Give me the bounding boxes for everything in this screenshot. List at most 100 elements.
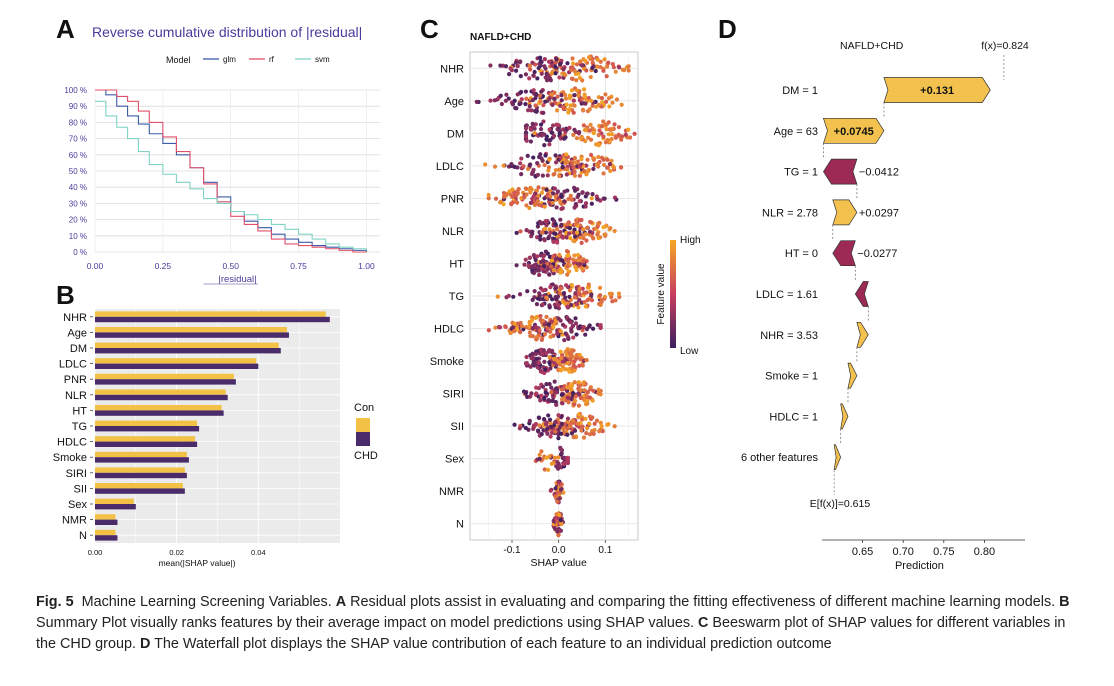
panel-c-dot bbox=[540, 457, 545, 462]
panel-c-dot bbox=[530, 354, 535, 359]
panel-c-dot bbox=[573, 434, 579, 439]
panel-c-dot bbox=[522, 391, 528, 397]
panel-c-dot bbox=[538, 317, 543, 322]
panel-c-dot bbox=[506, 96, 511, 101]
panel-c-dot bbox=[509, 202, 514, 207]
panel-c-dot bbox=[541, 416, 547, 422]
panel-c-dot bbox=[558, 512, 564, 518]
panel-c-dot bbox=[571, 102, 576, 108]
panel-c-dot bbox=[588, 289, 593, 294]
panel-c-dot bbox=[541, 364, 546, 370]
panel-c-dot bbox=[588, 56, 593, 61]
panel-c-dot bbox=[592, 128, 597, 133]
panel-c-dot bbox=[572, 380, 577, 385]
panel-c-dot bbox=[590, 326, 596, 331]
panel-c-dot bbox=[618, 165, 624, 170]
panel-c-dot bbox=[558, 482, 563, 487]
panel-c-dot bbox=[552, 253, 558, 258]
panel-b-bar-con bbox=[95, 327, 287, 333]
panel-c-dot bbox=[562, 166, 567, 171]
panel-c-dot bbox=[537, 219, 542, 225]
panel-c-dot bbox=[551, 333, 556, 338]
panel-c-dot bbox=[559, 397, 565, 402]
panel-c-dot bbox=[528, 185, 533, 190]
panel-c-dot bbox=[556, 420, 561, 425]
panel-c-dot bbox=[556, 496, 561, 501]
panel-c-dot bbox=[538, 286, 543, 291]
panel-c-dot bbox=[555, 267, 560, 272]
panel-c-dot bbox=[562, 393, 567, 398]
panel-c-dot bbox=[565, 61, 570, 66]
panel-c-dot bbox=[562, 199, 567, 204]
panel-c-dot bbox=[563, 298, 569, 304]
panel-c-dot bbox=[539, 266, 545, 271]
panel-c-dot bbox=[567, 319, 572, 324]
panel-c-dot bbox=[541, 422, 547, 427]
panel-c-dot bbox=[556, 303, 561, 308]
panel-c-dot bbox=[554, 390, 560, 395]
panel-c-dot bbox=[574, 422, 579, 427]
panel-c-dot bbox=[557, 58, 562, 63]
panel-c-dot bbox=[593, 389, 598, 395]
panel-c-dot bbox=[538, 368, 543, 373]
panel-c-dot bbox=[585, 98, 590, 103]
panel-c-dot bbox=[557, 266, 562, 271]
panel-c-dot bbox=[617, 134, 623, 140]
panel-c-dot bbox=[501, 194, 507, 199]
panel-c-dot bbox=[559, 486, 564, 491]
panel-c-dot bbox=[504, 92, 509, 97]
panel-c-dot bbox=[567, 93, 572, 98]
panel-c-dot bbox=[558, 487, 564, 492]
panel-c-dot bbox=[559, 194, 564, 199]
panel-c-dot bbox=[544, 327, 549, 332]
panel-c-dot bbox=[574, 221, 580, 226]
panel-c-dot bbox=[578, 223, 583, 228]
panel-c-dot bbox=[557, 330, 562, 335]
panel-c-dot bbox=[571, 197, 576, 202]
panel-c-dot bbox=[584, 127, 589, 132]
panel-c-dot bbox=[539, 203, 545, 208]
panel-c-dot bbox=[576, 258, 582, 263]
panel-c-dot bbox=[566, 336, 571, 341]
panel-c-dot bbox=[557, 484, 562, 489]
panel-c-dot bbox=[580, 190, 585, 195]
panel-c-dot bbox=[567, 226, 572, 231]
panel-c-dot bbox=[523, 137, 529, 142]
panel-c-dot bbox=[598, 392, 603, 397]
panel-c-dot bbox=[567, 256, 572, 261]
panel-c-dot bbox=[619, 102, 624, 107]
panel-c-dot bbox=[560, 164, 565, 169]
panel-c-dot bbox=[577, 89, 582, 94]
panel-c-dot bbox=[596, 133, 601, 138]
panel-c-dot bbox=[549, 360, 554, 365]
panel-c-dot bbox=[555, 486, 560, 491]
panel-c-dot bbox=[526, 263, 531, 269]
panel-c-dot bbox=[552, 96, 557, 101]
panel-c-dot bbox=[562, 383, 567, 389]
panel-c-dot bbox=[578, 136, 584, 141]
panel-c-dot bbox=[542, 467, 547, 472]
panel-c-dot bbox=[568, 223, 573, 228]
panel-c-dot bbox=[579, 63, 585, 68]
panel-c-dot bbox=[602, 196, 607, 201]
panel-c-dot bbox=[576, 326, 581, 331]
panel-c-dot bbox=[513, 60, 519, 65]
panel-c-dot bbox=[566, 259, 571, 264]
panel-c-dot bbox=[565, 224, 570, 230]
panel-c-dot bbox=[547, 272, 552, 277]
panel-c-dot bbox=[556, 258, 561, 263]
panel-c-dot bbox=[569, 284, 574, 290]
panel-c-plot-frame bbox=[469, 51, 639, 541]
panel-c-dot bbox=[587, 229, 593, 234]
panel-c-dot bbox=[609, 94, 614, 99]
panel-c-dot bbox=[524, 228, 529, 233]
panel-c-dot bbox=[536, 348, 541, 353]
panel-c-dot bbox=[540, 258, 546, 263]
panel-c-dot bbox=[537, 100, 542, 106]
panel-c-dot bbox=[597, 388, 602, 394]
panel-c-dot bbox=[565, 347, 570, 352]
panel-c-dot bbox=[533, 392, 538, 397]
panel-c-dot bbox=[578, 59, 583, 64]
panel-c-dot bbox=[595, 232, 600, 237]
panel-c-dot bbox=[548, 294, 553, 299]
